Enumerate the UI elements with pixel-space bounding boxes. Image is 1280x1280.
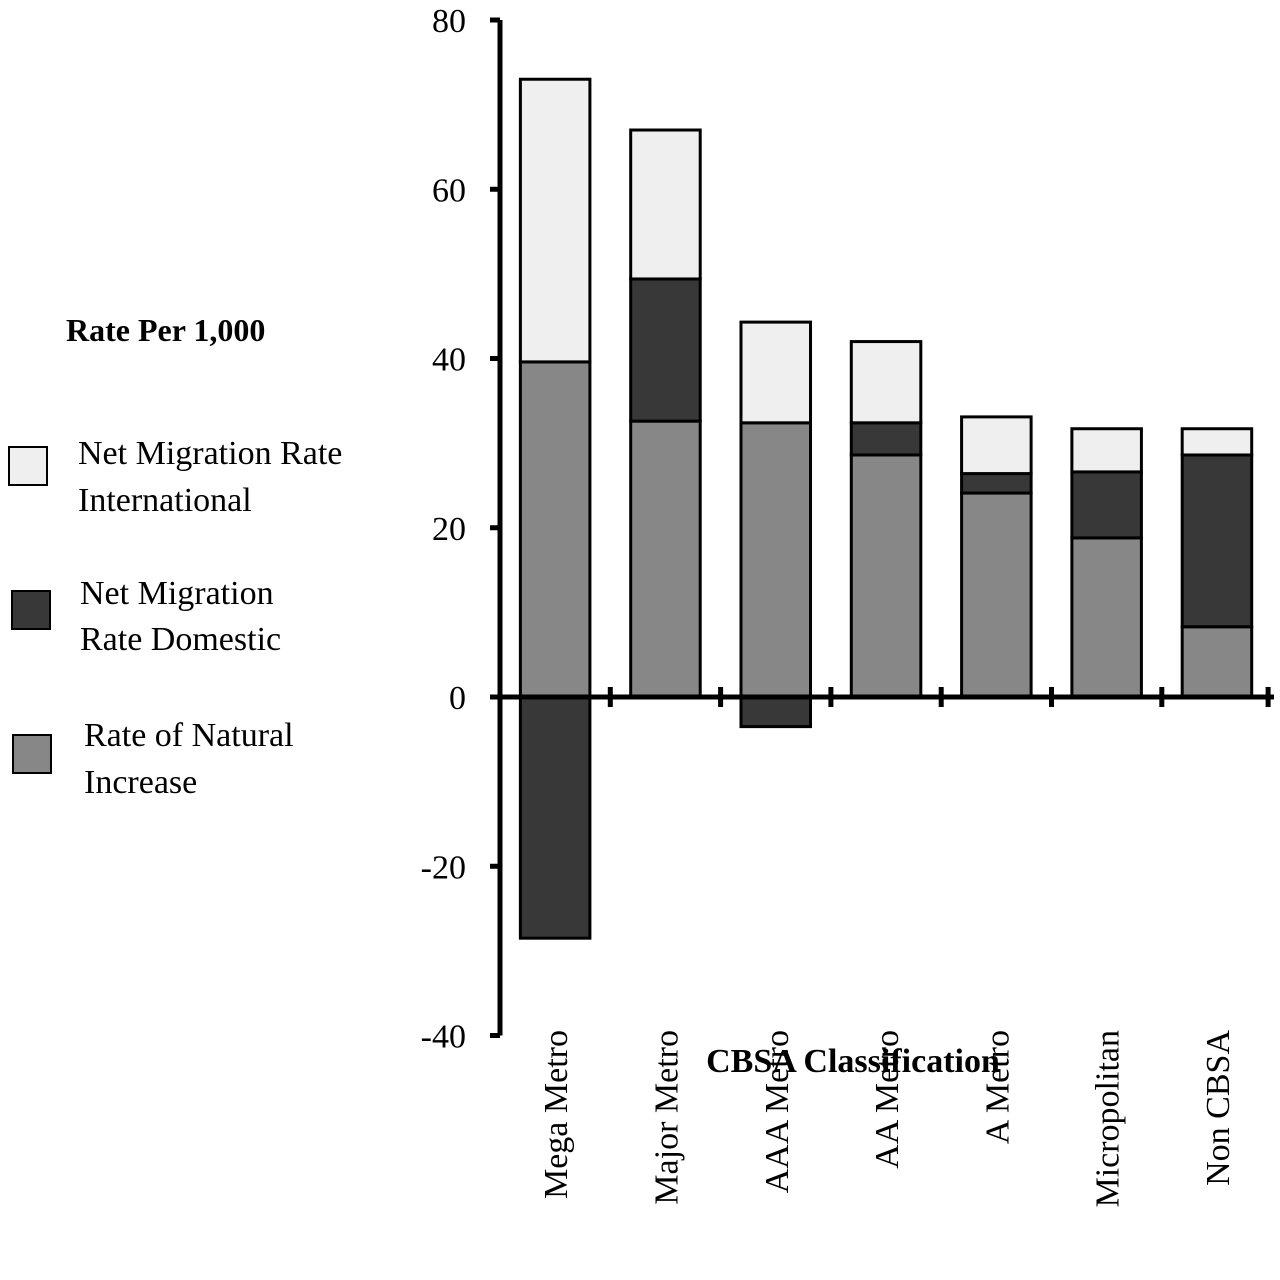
bar-aa-metro-rate-of-natural-increase — [849, 453, 923, 699]
bar-aa-metro-net-migration-rate-international — [849, 340, 923, 425]
bar-micropolitan-net-migration-rate-domestic — [1070, 470, 1143, 540]
y-tick-label: 40 — [432, 342, 466, 379]
y-tick-label: 80 — [432, 3, 466, 40]
x-axis-title: CBSA Classification — [706, 1043, 1000, 1080]
bar-non-cbsa-net-migration-rate-international — [1180, 427, 1254, 457]
y-tick-label: 20 — [432, 511, 466, 548]
x-tick-label: AA Metro — [869, 1030, 906, 1169]
bar-mega-metro-rate-of-natural-increase — [518, 360, 592, 699]
x-tick-label: Micropolitan — [1090, 1030, 1127, 1208]
axes-group — [490, 17, 1274, 1038]
x-tick-labels: Mega Metro Major Metro AAA Metro AA Metro A … — [538, 1030, 1237, 1208]
bar-major-metro-net-migration-rate-international — [629, 128, 702, 281]
x-tick-label: Non CBSA — [1200, 1030, 1237, 1186]
x-tick-label: Mega Metro — [538, 1030, 575, 1199]
bar-major-metro-net-migration-rate-domestic — [629, 277, 702, 423]
legend-label-international-2: International — [78, 482, 252, 519]
bar-micropolitan-rate-of-natural-increase — [1070, 536, 1143, 699]
legend-swatch-international — [8, 446, 48, 486]
bars-group — [518, 77, 1254, 940]
bar-aa-metro-net-migration-rate-domestic — [849, 421, 923, 457]
legend-label-natural-increase-2: Increase — [84, 764, 198, 801]
legend-label-domestic-2: Rate Domestic — [80, 621, 282, 658]
y-tick-label: -20 — [421, 849, 466, 886]
bar-mega-metro-net-migration-rate-international — [518, 77, 592, 364]
legend-label-international-1: Net Migration Rate — [78, 435, 343, 472]
bar-micropolitan-net-migration-rate-international — [1070, 427, 1143, 474]
bar-aaa-metro-net-migration-rate-international — [739, 320, 813, 425]
bar-mega-metro-net-migration-rate-domestic — [518, 695, 592, 940]
y-tick-label: -40 — [421, 1019, 466, 1056]
bar-a-metro-rate-of-natural-increase — [960, 491, 1033, 699]
y-tick-labels: 80 60 40 20 0 -20 -40 — [421, 3, 466, 1056]
legend-title: Rate Per 1,000 — [66, 312, 266, 348]
y-tick-label: 60 — [432, 172, 466, 209]
y-tick-label: 0 — [449, 680, 466, 717]
legend-label-domestic-1: Net Migration — [80, 575, 274, 612]
legend-swatch-domestic — [11, 590, 51, 630]
bar-non-cbsa-net-migration-rate-domestic — [1180, 453, 1254, 629]
bar-a-metro-net-migration-rate-international — [960, 415, 1033, 476]
legend-label-natural-increase-1: Rate of Natural — [84, 717, 294, 754]
x-tick-label: AAA Metro — [759, 1030, 796, 1193]
bar-aaa-metro-net-migration-rate-domestic — [739, 695, 813, 729]
bar-non-cbsa-rate-of-natural-increase — [1180, 625, 1254, 699]
bar-a-metro-net-migration-rate-domestic — [960, 472, 1033, 495]
bar-major-metro-rate-of-natural-increase — [629, 419, 702, 699]
x-tick-label: Major Metro — [648, 1030, 685, 1205]
bar-aaa-metro-rate-of-natural-increase — [739, 421, 813, 699]
x-tick-label: A Metro — [979, 1030, 1016, 1144]
legend-swatch-natural-increase — [12, 734, 52, 774]
